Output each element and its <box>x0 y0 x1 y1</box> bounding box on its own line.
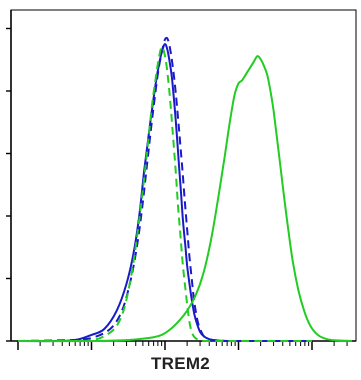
x-axis-label: TREM2 <box>150 354 211 373</box>
plot-area-frame <box>10 9 357 342</box>
x-axis-ticks <box>17 341 348 350</box>
series-line-2-dashed <box>17 36 312 343</box>
series-layer <box>17 36 353 343</box>
series-line-4-solid <box>17 55 353 343</box>
series-line-1-solid <box>17 43 312 343</box>
series-line-3-dashed <box>17 45 312 343</box>
y-axis-ticks <box>6 27 11 342</box>
